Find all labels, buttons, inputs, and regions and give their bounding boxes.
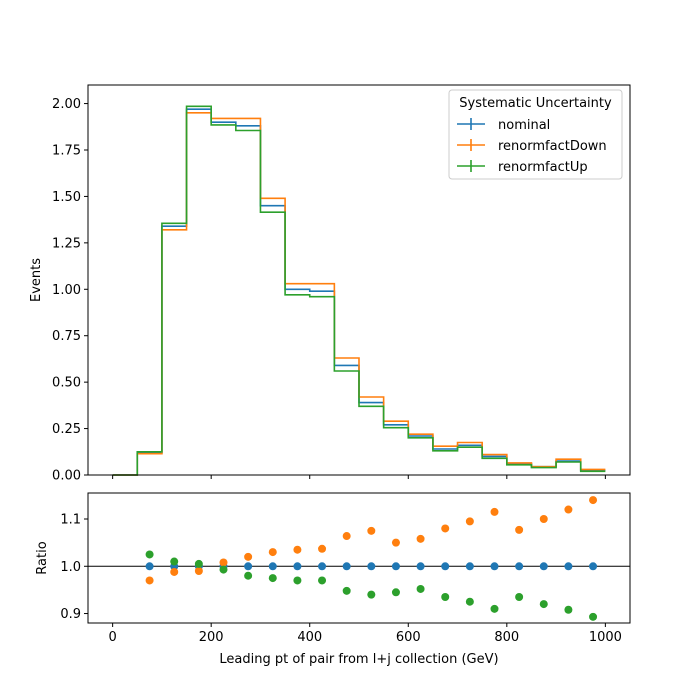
ratio-point-renormfactDown <box>515 525 524 534</box>
ratio-point-renormfactUp <box>293 576 302 585</box>
ratio-y-axis-label: Ratio <box>35 541 50 574</box>
legend-label-nominal: nominal <box>498 118 550 133</box>
main-y-tick-label: 1.50 <box>52 190 81 205</box>
ratio-point-renormfactUp <box>268 574 277 583</box>
ratio-point-renormfactUp <box>170 557 179 566</box>
main-y-tick-label: 0.00 <box>52 469 81 484</box>
ratio-point-renormfactDown <box>194 567 203 575</box>
series-line-renormfactUp <box>112 105 606 476</box>
legend: Systematic Uncertainty nominal renormfact… <box>448 89 623 180</box>
ratio-point-nominal <box>244 562 253 571</box>
ratio-point-renormfactDown <box>539 515 548 523</box>
series-line-renormfactDown <box>112 112 606 476</box>
ratio-point-nominal <box>564 562 573 571</box>
ratio-point-renormfactUp <box>416 584 425 593</box>
ratio-point-renormfactUp <box>342 586 351 595</box>
ratio-point-renormfactUp <box>244 571 253 580</box>
ratio-point-renormfactUp <box>441 593 450 601</box>
ratio-point-renormfactUp <box>589 612 598 621</box>
ratio-x-ticks: 0 200 400 600 800 1000 <box>108 623 622 645</box>
ratio-point-renormfactDown <box>441 524 450 533</box>
legend-title: Systematic Uncertainty <box>459 96 612 111</box>
ratio-point-nominal <box>416 562 425 571</box>
main-y-ticks: 0.00 0.25 0.50 0.75 1.00 1.25 1.50 1.75 2.00 <box>52 97 88 484</box>
ratio-panel: 0 200 400 600 800 1000 0.9 1.0 1.1 Ratio Leadin… <box>35 492 631 667</box>
legend-label-renormfactUp: renormfactUp <box>498 160 588 175</box>
legend-items: nominal renormfactDown renormfactUp <box>457 118 607 175</box>
ratio-point-nominal <box>515 562 524 571</box>
ratio-point-renormfactUp <box>318 576 327 585</box>
legend-box <box>448 89 623 180</box>
main-y-tick-label: 0.75 <box>52 329 81 344</box>
ratio-point-renormfactDown <box>293 545 302 554</box>
ratio-point-renormfactUp <box>219 565 228 574</box>
ratio-point-renormfactDown <box>219 558 228 567</box>
ratio-point-nominal <box>441 562 450 571</box>
ratio-point-renormfactDown <box>589 496 598 505</box>
ratio-series-layer <box>145 496 598 621</box>
x-tick-label: 200 <box>199 630 224 645</box>
ratio-point-renormfactUp <box>515 593 524 601</box>
ratio-point-renormfactDown <box>367 526 376 535</box>
ratio-point-nominal <box>145 562 154 571</box>
ratio-point-renormfactDown <box>490 507 499 516</box>
ratio-axes-frame <box>87 492 631 624</box>
main-y-tick-label: 1.75 <box>52 144 81 159</box>
ratio-y-ticks: 0.9 1.0 1.1 <box>60 513 88 622</box>
ratio-point-renormfactDown <box>170 567 179 576</box>
ratio-point-renormfactDown <box>342 532 351 541</box>
x-tick-label: 600 <box>396 630 421 645</box>
ratio-point-nominal <box>342 562 351 571</box>
main-y-tick-label: 2.00 <box>52 97 81 112</box>
ratio-point-renormfactUp <box>564 605 573 614</box>
legend-item-nominal: nominal <box>457 118 550 133</box>
x-tick-label: 400 <box>297 630 322 645</box>
ratio-y-tick-label: 1.0 <box>60 560 81 575</box>
ratio-point-renormfactDown <box>564 505 573 514</box>
ratio-point-nominal <box>367 562 376 571</box>
main-axes-frame <box>87 84 631 476</box>
main-y-tick-label: 1.00 <box>52 283 81 298</box>
ratio-point-nominal <box>490 562 499 571</box>
ratio-point-renormfactDown <box>416 534 425 543</box>
legend-item-renormfactDown: renormfactDown <box>457 139 607 154</box>
ratio-y-tick-label: 0.9 <box>60 607 81 622</box>
ratio-point-nominal <box>465 562 474 571</box>
main-y-tick-label: 1.25 <box>52 236 81 251</box>
main-y-tick-label: 0.50 <box>52 376 81 391</box>
ratio-point-renormfactDown <box>145 576 154 585</box>
ratio-y-tick-label: 1.1 <box>60 513 81 528</box>
legend-item-renormfactUp: renormfactUp <box>457 160 588 175</box>
legend-label-renormfactDown: renormfactDown <box>498 139 607 154</box>
x-tick-label: 1000 <box>589 630 622 645</box>
main-y-tick-label: 0.25 <box>52 422 81 437</box>
x-axis-label: Leading pt of pair from l+j collection (… <box>219 652 498 667</box>
ratio-point-nominal <box>293 562 302 571</box>
x-tick-label: 0 <box>108 630 116 645</box>
ratio-point-renormfactDown <box>391 538 400 547</box>
ratio-point-renormfactUp <box>367 590 376 599</box>
main-series-layer <box>112 105 606 476</box>
ratio-point-renormfactUp <box>490 604 499 613</box>
ratio-point-nominal <box>589 562 598 571</box>
ratio-point-renormfactUp <box>465 597 474 606</box>
ratio-point-renormfactUp <box>391 588 400 597</box>
x-tick-label: 800 <box>494 630 519 645</box>
ratio-point-renormfactDown <box>268 548 277 557</box>
ratio-point-renormfactDown <box>244 552 253 561</box>
ratio-point-nominal <box>268 562 277 571</box>
ratio-point-renormfactDown <box>465 517 474 526</box>
main-panel: 0.00 0.25 0.50 0.75 1.00 1.25 1.50 1.75 2.00 Eve… <box>29 84 631 484</box>
ratio-point-renormfactUp <box>145 550 154 559</box>
ratio-point-nominal <box>391 562 400 571</box>
ratio-point-nominal <box>539 562 548 571</box>
ratio-point-renormfactDown <box>318 544 327 553</box>
ratio-point-renormfactUp <box>194 559 203 568</box>
main-x-ticks <box>112 475 606 479</box>
main-y-axis-label: Events <box>29 258 44 302</box>
ratio-point-nominal <box>318 562 327 571</box>
ratio-point-renormfactUp <box>539 600 548 609</box>
